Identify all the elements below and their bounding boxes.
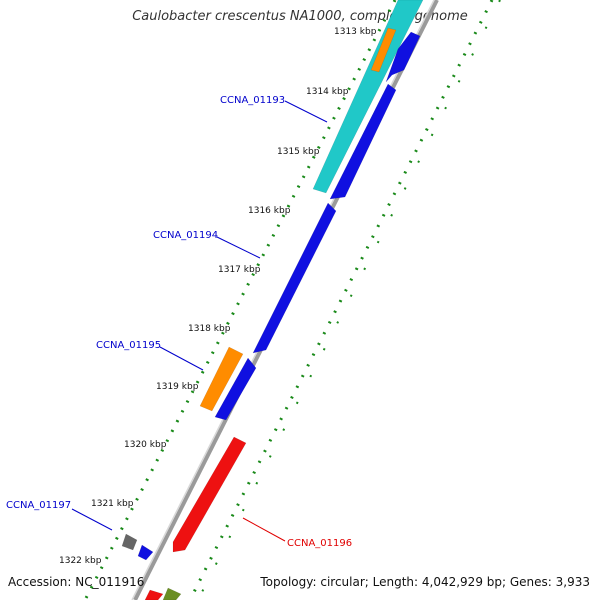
kbp-tick-label: 1313 kbp [334, 27, 377, 37]
gene-label: CCNA_01194 [153, 230, 218, 241]
gene-blue-top-1 [385, 31, 421, 83]
kbp-tick-label: 1315 kbp [277, 147, 320, 157]
kbp-tick-label: 1322 kbp [59, 556, 102, 566]
kbp-tick-label: 1319 kbp [156, 382, 199, 392]
gene-red-bottom [144, 589, 164, 600]
gene-labels: CCNA_01193 CCNA_01194 CCNA_01195 CCNA_01197… [6, 95, 352, 549]
gene-label-leader [216, 236, 261, 259]
kbp-tick-label: 1321 kbp [91, 499, 134, 509]
gene-ccna-01197 [121, 533, 138, 551]
kbp-tick-label: 1314 kbp [306, 87, 349, 97]
gene-label-leader [159, 346, 204, 371]
gene-blue-1 [329, 83, 397, 200]
gene-label-leader [71, 508, 113, 531]
gc-dot-tracks [83, 0, 501, 600]
kbp-tick-label: 1316 kbp [248, 206, 291, 216]
gene-ccna-01193 [312, 0, 424, 194]
gc-dashes-outer [197, 0, 501, 600]
gene-features [121, 0, 424, 600]
kbp-tick-labels: 1313 kbp 1314 kbp 1315 kbp 1316 kbp 1317 kbp… [59, 27, 377, 566]
gc-skew-dots-inner [83, 0, 397, 600]
gene-ccna-01194 [252, 202, 337, 354]
gene-label-leader [242, 517, 286, 542]
gene-label: CCNA_01197 [6, 500, 71, 511]
kbp-tick-label: 1320 kbp [124, 440, 167, 450]
topology-summary: Topology: circular; Length: 4,042,929 bp… [260, 575, 590, 589]
gene-label: CCNA_01195 [96, 340, 161, 351]
kbp-tick-label: 1317 kbp [218, 265, 261, 275]
gene-label-leader [284, 100, 328, 123]
gene-label: CCNA_01193 [220, 95, 285, 106]
gene-blue-3 [214, 357, 257, 421]
kbp-tick-label: 1318 kbp [188, 324, 231, 334]
accession-text: Accession: NC_011916 [8, 575, 145, 589]
gene-ccna-01196 [172, 436, 247, 553]
gene-ccna-01195 [199, 346, 244, 412]
gene-blue-small [137, 544, 154, 561]
gene-label: CCNA_01196 [287, 538, 352, 549]
gene-orange-top [370, 27, 397, 73]
gene-olive-bottom [162, 587, 182, 600]
